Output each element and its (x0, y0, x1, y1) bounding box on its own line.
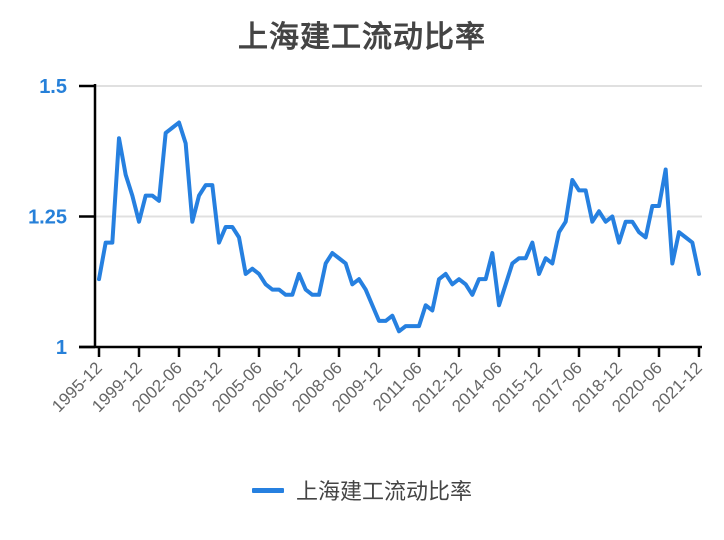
legend: 上海建工流动比率 (0, 474, 724, 506)
legend-line-icon (251, 487, 284, 493)
y-tick-label: 1.25 (28, 207, 67, 229)
y-axis: 1 1.25 1.5 (28, 76, 97, 359)
y-tick-label: 1 (56, 337, 67, 359)
series-line (97, 120, 701, 334)
chart-title: 上海建工流动比率 (238, 20, 486, 55)
legend-label: 上海建工流动比率 (295, 480, 472, 505)
y-tick-label: 1.5 (39, 76, 67, 98)
x-axis: 1995-121999-122002-062003-122005-062006-… (48, 345, 706, 416)
